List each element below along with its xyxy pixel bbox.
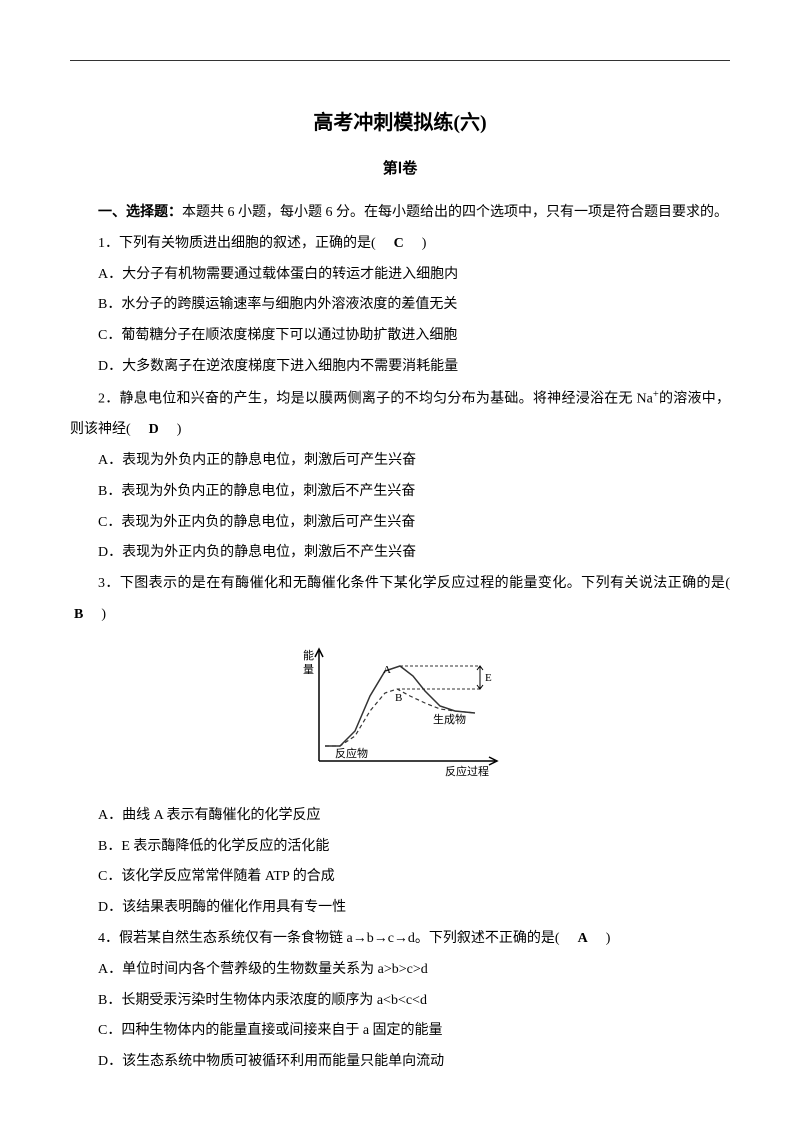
svg-text:量: 量 xyxy=(303,663,314,676)
svg-text:E: E xyxy=(485,672,492,684)
question-4-stem: 4．假若某自然生态系统仅有一条食物链 a→b→c→d。下列叙述不正确的是( A … xyxy=(70,924,730,955)
question-1-stem: 1．下列有关物质进出细胞的叙述，正确的是( C ) xyxy=(70,229,730,260)
svg-text:A: A xyxy=(383,664,391,676)
q3-option-c: C．该化学反应常常伴随着 ATP 的合成 xyxy=(70,862,730,893)
q3-option-b: B．E 表示酶降低的化学反应的活化能 xyxy=(70,832,730,863)
section-intro: 一、选择题：本题共 6 小题，每小题 6 分。在每小题给出的四个选项中，只有一项… xyxy=(70,198,730,229)
q1-option-b: B．水分子的跨膜运输速率与细胞内外溶液浓度的差值无关 xyxy=(70,290,730,321)
top-divider xyxy=(70,60,730,61)
energy-chart-svg: 能量 A B E 反应物 生成物反应过程 xyxy=(285,641,515,791)
q1-option-a: A．大分子有机物需要通过载体蛋白的转运才能进入细胞内 xyxy=(70,260,730,291)
section-header: 一、选择题： xyxy=(98,205,182,220)
svg-text:生成物: 生成物 xyxy=(433,712,466,726)
q1-option-d: D．大多数离子在逆浓度梯度下进入细胞内不需要消耗能量 xyxy=(70,352,730,383)
svg-text:能: 能 xyxy=(303,648,314,662)
q3-option-a: A．曲线 A 表示有酶催化的化学反应 xyxy=(70,801,730,832)
q1-option-c: C．葡萄糖分子在顺浓度梯度下可以通过协助扩散进入细胞 xyxy=(70,321,730,352)
q2-option-a: A．表现为外负内正的静息电位，刺激后可产生兴奋 xyxy=(70,446,730,477)
q4-option-a: A．单位时间内各个营养级的生物数量关系为 a>b>c>d xyxy=(70,955,730,986)
q2-option-d: D．表现为外正内负的静息电位，刺激后不产生兴奋 xyxy=(70,538,730,569)
q2-option-b: B．表现为外负内正的静息电位，刺激后不产生兴奋 xyxy=(70,477,730,508)
svg-text:反应过程: 反应过程 xyxy=(445,764,489,778)
page-title: 高考冲刺模拟练(六) xyxy=(70,101,730,145)
q4-option-c: C．四种生物体内的能量直接或间接来自于 a 固定的能量 xyxy=(70,1016,730,1047)
q3-option-d: D．该结果表明酶的催化作用具有专一性 xyxy=(70,893,730,924)
question-2-stem: 2．静息电位和兴奋的产生，均是以膜两侧离子的不均匀分布为基础。将神经浸浴在无 N… xyxy=(70,383,730,446)
q4-option-d: D．该生态系统中物质可被循环利用而能量只能单向流动 xyxy=(70,1047,730,1078)
question-3-stem: 3．下图表示的是在有酶催化和无酶催化条件下某化学反应过程的能量变化。下列有关说法… xyxy=(70,569,730,631)
section-description: 本题共 6 小题，每小题 6 分。在每小题给出的四个选项中，只有一项是符合题目要… xyxy=(182,205,728,220)
q4-option-b: B．长期受汞污染时生物体内汞浓度的顺序为 a<b<c<d xyxy=(70,986,730,1017)
q2-option-c: C．表现为外正内负的静息电位，刺激后可产生兴奋 xyxy=(70,508,730,539)
svg-text:反应物: 反应物 xyxy=(335,746,368,760)
svg-text:B: B xyxy=(395,692,402,704)
energy-chart: 能量 A B E 反应物 生成物反应过程 xyxy=(70,641,730,791)
subtitle: 第Ⅰ卷 xyxy=(70,153,730,186)
